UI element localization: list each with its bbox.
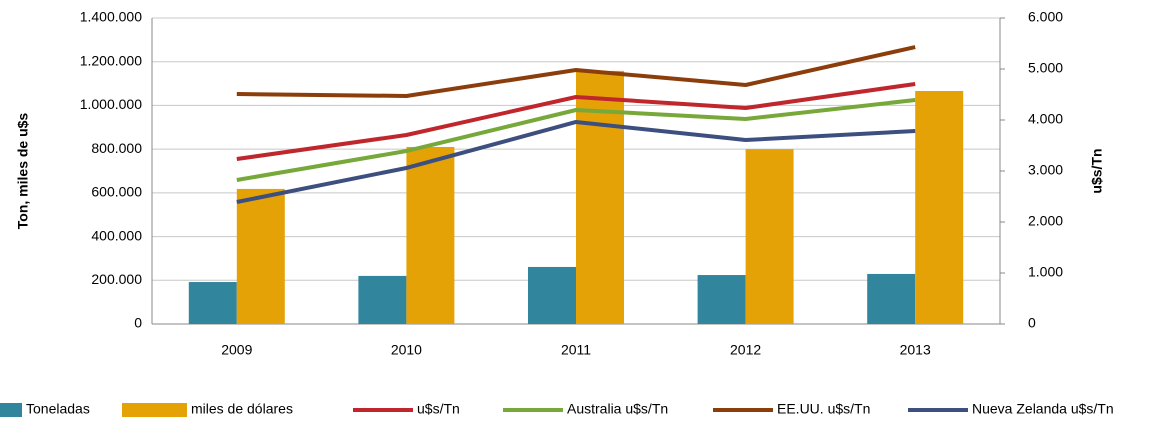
x-tick-label: 2013 — [900, 342, 931, 358]
bar — [915, 91, 964, 324]
y-tick-label: 800.000 — [91, 140, 142, 156]
legend-label: Toneladas — [26, 401, 90, 417]
y-tick-label: 1.400.000 — [80, 9, 142, 25]
line-series — [236, 98, 916, 182]
bar — [867, 273, 916, 324]
legend-label: u$s/Tn — [417, 401, 460, 417]
legend-label: miles de dólares — [191, 401, 293, 417]
bar — [358, 275, 407, 324]
legend-swatch — [122, 403, 187, 417]
y2-tick-label: 4.000 — [1028, 111, 1063, 127]
line-series — [236, 119, 916, 204]
bar — [236, 188, 285, 324]
y-tick-label: 0 — [134, 315, 142, 331]
bar — [528, 266, 576, 324]
bar — [188, 282, 237, 324]
y2-axis-title: u$s/Tn — [1089, 148, 1105, 193]
x-tick-label: 2011 — [561, 342, 591, 358]
y2-tick-label: 3.000 — [1028, 162, 1063, 178]
bar — [745, 149, 794, 324]
y2-tick-label: 1.000 — [1028, 264, 1063, 280]
y-tick-label: 200.000 — [91, 271, 142, 287]
x-tick-label: 2012 — [730, 342, 761, 358]
y2-tick-label: 6.000 — [1028, 9, 1063, 25]
bar — [406, 146, 455, 324]
y-tick-label: 1.200.000 — [80, 52, 142, 68]
x-tick-label: 2010 — [391, 342, 422, 358]
legend-label: Nueva Zelanda u$s/Tn — [972, 401, 1114, 417]
legend-swatch — [0, 403, 22, 417]
y2-tick-label: 5.000 — [1028, 60, 1063, 76]
y-tick-label: 400.000 — [91, 227, 142, 243]
y-tick-label: 1.000.000 — [80, 96, 142, 112]
x-tick-label: 2009 — [221, 342, 252, 358]
y2-tick-label: 0 — [1028, 315, 1036, 331]
y2-tick-label: 2.000 — [1028, 213, 1063, 229]
bar — [697, 275, 746, 324]
line-series — [236, 45, 916, 98]
legend-label: EE.UU. u$s/Tn — [777, 401, 870, 417]
y-axis-title: Ton, miles de u$s — [15, 113, 31, 230]
line-series — [236, 82, 916, 161]
y-tick-label: 600.000 — [91, 184, 142, 200]
legend-label: Australia u$s/Tn — [567, 401, 668, 417]
